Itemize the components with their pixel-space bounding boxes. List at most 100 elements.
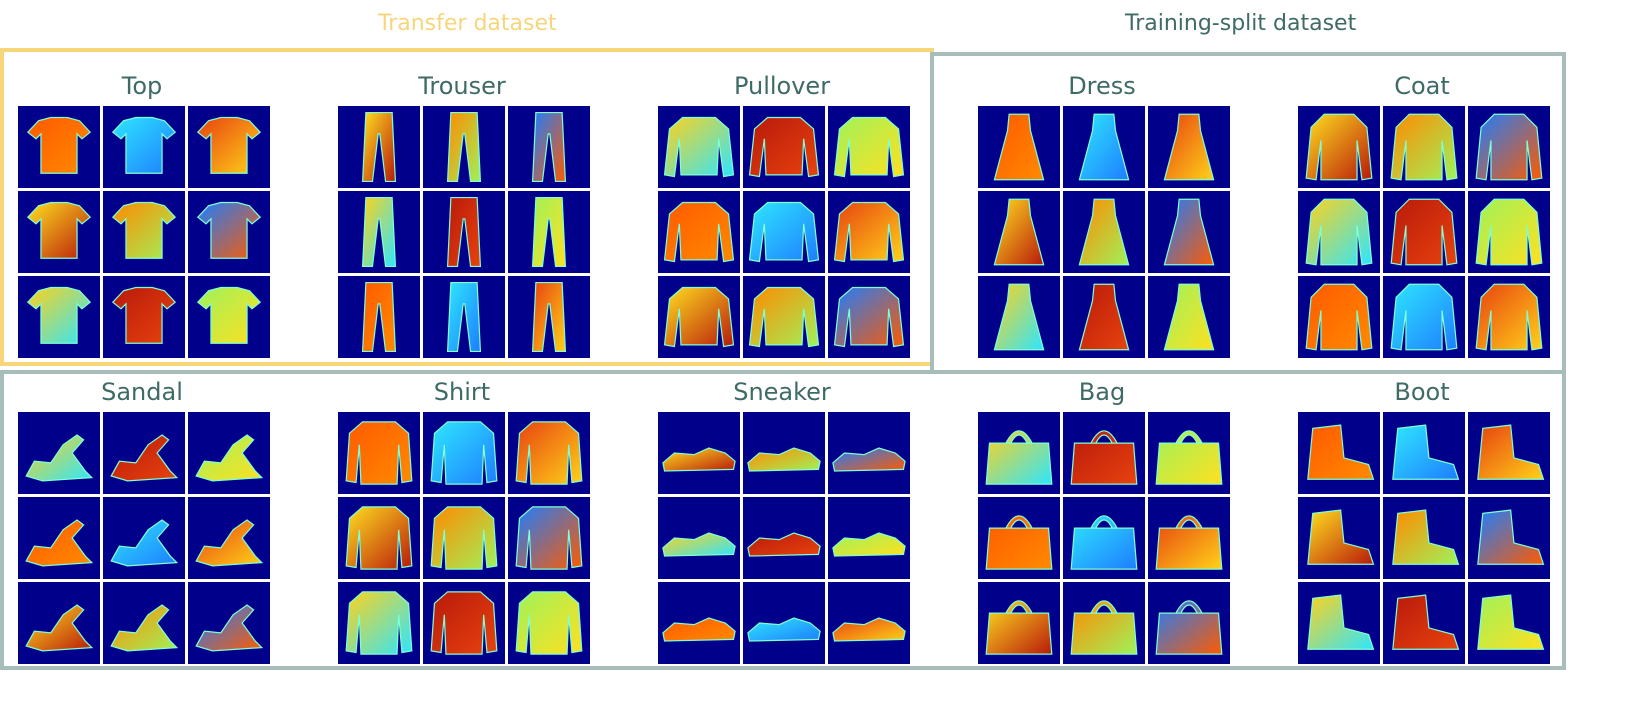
panel-title: Pullover [733,72,831,100]
coat-image [1298,276,1380,358]
sandal-image [188,412,270,494]
panel-title: Trouser [418,72,506,100]
sneaker-image [743,582,825,664]
image-grid [978,106,1231,361]
dress-image [978,191,1060,273]
coat-image [1468,106,1550,188]
shirt-image [423,412,505,494]
panel-coat: Coat [1287,72,1557,362]
pullover-image [658,106,740,188]
shirt-image [423,497,505,579]
sandal-image [103,582,185,664]
image-grid [338,106,591,361]
training-split-dataset-title: Training-split dataset [1125,11,1357,36]
shirt-image [508,582,590,664]
shirt-image [338,582,420,664]
trouser-image [338,191,420,273]
trouser-image [508,276,590,358]
sneaker-image [828,582,910,664]
image-grid [1298,106,1551,361]
image-grid [18,412,271,667]
sneaker-image [658,497,740,579]
coat-image [1298,191,1380,273]
shirt-image [338,412,420,494]
panel-title: Bag [1078,378,1126,406]
panel-pullover: Pullover [647,72,917,362]
bag-image [1063,412,1145,494]
trouser-image [508,106,590,188]
top-image [103,106,185,188]
boot-image [1468,582,1550,664]
dress-image [1063,276,1145,358]
bag-image [1148,497,1230,579]
coat-image [1383,106,1465,188]
image-grid [978,412,1231,667]
sneaker-image [828,497,910,579]
panel-title: Dress [1068,72,1136,100]
boot-image [1383,582,1465,664]
panel-title: Boot [1394,378,1450,406]
bag-image [978,497,1060,579]
sneaker-image [658,582,740,664]
image-grid [658,106,911,361]
boot-image [1383,497,1465,579]
sandal-image [18,497,100,579]
sandal-image [188,582,270,664]
top-image [103,191,185,273]
coat-image [1468,276,1550,358]
panel-title: Sneaker [733,378,831,406]
sneaker-image [828,412,910,494]
bag-image [978,582,1060,664]
dress-image [978,106,1060,188]
top-image [188,276,270,358]
bag-image [1148,582,1230,664]
panel-title: Coat [1394,72,1450,100]
panel-trouser: Trouser [327,72,597,362]
sandal-image [103,412,185,494]
sneaker-image [658,412,740,494]
top-image [188,106,270,188]
trouser-image [338,106,420,188]
top-image [103,276,185,358]
dress-image [978,276,1060,358]
sandal-image [188,497,270,579]
sandal-image [103,497,185,579]
trouser-image [423,191,505,273]
image-grid [18,106,271,361]
panel-dress: Dress [967,72,1237,362]
panel-title: Sandal [101,378,183,406]
boot-image [1298,412,1380,494]
dress-image [1148,191,1230,273]
dress-image [1148,276,1230,358]
top-image [18,191,100,273]
pullover-image [828,106,910,188]
image-grid [658,412,911,667]
top-image [18,276,100,358]
boot-image [1468,497,1550,579]
pullover-image [828,276,910,358]
bag-image [1063,582,1145,664]
sneaker-image [743,497,825,579]
coat-image [1298,106,1380,188]
trouser-image [508,191,590,273]
sandal-image [18,412,100,494]
coat-image [1383,191,1465,273]
panel-bag: Bag [967,378,1237,668]
dress-image [1063,191,1145,273]
boot-image [1468,412,1550,494]
pullover-image [828,191,910,273]
trouser-image [423,106,505,188]
sneaker-image [743,412,825,494]
panel-sneaker: Sneaker [647,378,917,668]
top-image [18,106,100,188]
sandal-image [18,582,100,664]
panel-title: Shirt [433,378,491,406]
pullover-image [658,276,740,358]
image-grid [338,412,591,667]
pullover-image [743,276,825,358]
pullover-image [743,106,825,188]
pullover-image [658,191,740,273]
boot-image [1298,582,1380,664]
trouser-image [423,276,505,358]
pullover-image [743,191,825,273]
